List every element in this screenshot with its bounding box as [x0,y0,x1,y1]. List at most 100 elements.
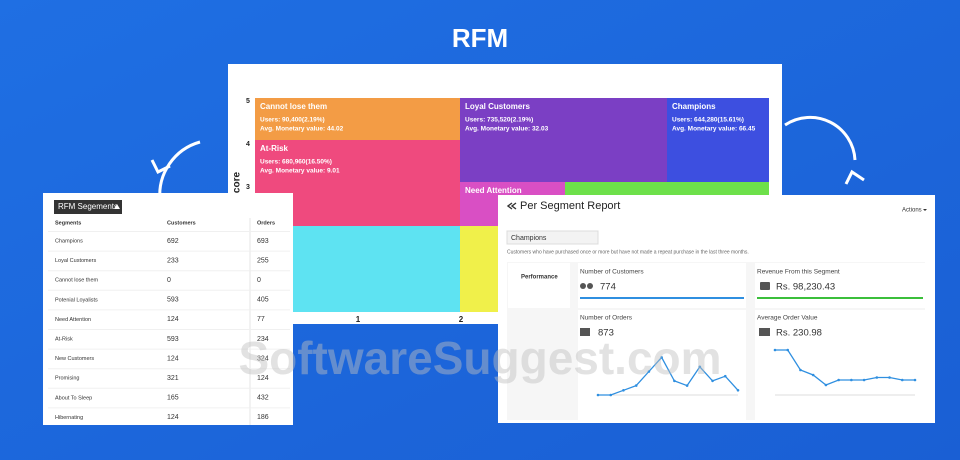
table-number: 233 [167,257,179,264]
cell-users: Users: 735,520(2.19%) [465,117,533,124]
trend-point [850,378,853,382]
segment-name: Hibernating [55,415,83,421]
table-number: 124 [167,355,179,362]
segment-select[interactable] [506,230,599,245]
table-number: 321 [167,375,179,382]
trend-point [673,379,676,383]
card-underline [757,297,923,299]
wallet-icon [760,282,770,290]
segment-name: Promising [55,376,79,382]
metric-value: 774 [600,282,616,293]
trend-point [824,383,828,387]
trend-point [799,368,802,372]
cell-monetary: Avg. Monetary value: 9.01 [260,168,340,175]
table-number: 0 [257,277,261,284]
table-number: 593 [167,336,179,343]
x-tick-label: 1 [356,315,361,324]
trend-point [622,389,625,392]
table-title: RFM Segements [58,202,118,211]
segment-description: Customers who have purchased once or mor… [507,249,749,255]
segment-name: Potenial Loyalists [55,297,98,303]
cell-users: Users: 644,280(15.61%) [672,117,744,124]
table-number: 165 [167,395,179,402]
cell-label: Cannot lose them [260,102,327,111]
segment-name: Cannot lose them [55,278,99,284]
y-tick-label: 4 [246,141,250,148]
cell-monetary: Avg. Monetary value: 44.02 [260,126,344,133]
cell [460,98,667,182]
card [578,310,746,420]
trend-point [723,374,727,378]
cell-monetary: Avg. Monetary value: 32.03 [465,126,549,133]
table-number: 124 [257,375,269,382]
metric-label: Revenue From this Segment [757,269,840,276]
column-header: Customers [167,220,196,226]
trend-point [609,393,613,397]
panel [43,193,293,425]
cell-label: Need Attention [465,186,522,195]
trend-point [711,379,714,383]
column-header: Segments [55,220,81,226]
cell-users: Users: 90,400(2.19%) [260,117,325,124]
dropdown-icon [923,209,927,211]
actions-button[interactable]: Actions [902,208,922,214]
y-axis-label: y Score [232,171,243,208]
metric-label: Number of Customers [580,269,644,276]
cell [255,98,460,140]
segment-report: Per Segment Report Actions Champions Cus… [498,195,935,423]
metric-value: Rs. 230.98 [776,328,822,339]
x-tick-label: 2 [459,315,464,324]
cell-monetary: Avg. Monetary value: 66.45 [672,126,756,133]
users-icon [587,283,593,289]
table-number: 186 [257,414,269,421]
table-number: 692 [167,238,179,245]
trend-point [685,384,689,387]
segment-name: New Customers [55,356,94,362]
trend-line [775,349,915,386]
segment-name: At-Risk [55,336,73,342]
trend-point [888,376,891,379]
trend-point [862,378,866,382]
trend-point [900,378,904,382]
trend-point [837,378,840,382]
segment-select-text: Champions [511,235,547,242]
trend-point [736,389,740,392]
segment-name: About To Sleep [55,395,92,401]
card [508,263,570,308]
performance-label: Performance [521,275,558,281]
trend-point [786,348,790,352]
table-number: 405 [257,297,269,304]
report-title: Per Segment Report [520,200,620,212]
table-title-box[interactable] [54,200,122,214]
table-number: 124 [167,316,179,323]
arrow-head [844,169,865,185]
y-tick-label: 5 [246,98,250,105]
cell-users: Users: 680,960(16.50%) [260,159,332,166]
table-number: 0 [167,277,171,284]
y-tick-label: 3 [246,184,250,191]
trend-point [913,378,917,382]
segment-name: Champions [55,238,83,244]
cycle-arrow [784,115,857,161]
table-number: 693 [257,238,269,245]
trend-point [634,384,638,387]
page-title: RFM [452,23,508,53]
segment-name: Loyal Customers [55,258,97,264]
basket-icon [580,328,590,336]
table-number: 324 [257,355,269,362]
trend-point [698,365,702,369]
trend-point [875,376,879,379]
card [755,263,925,308]
metric-value: Rs. 98,230.43 [776,282,835,293]
metric-label: Number of Orders [580,315,633,322]
cell-label: Champions [672,102,716,111]
money-icon [759,328,770,336]
trend-point [811,373,815,377]
sort-icon [114,204,120,209]
back-icon[interactable] [506,202,517,210]
cell-label: At-Risk [260,144,289,153]
watermark: SoftwareSuggest.com [238,332,721,384]
arrow-head [150,159,171,175]
trend-line [598,356,739,396]
